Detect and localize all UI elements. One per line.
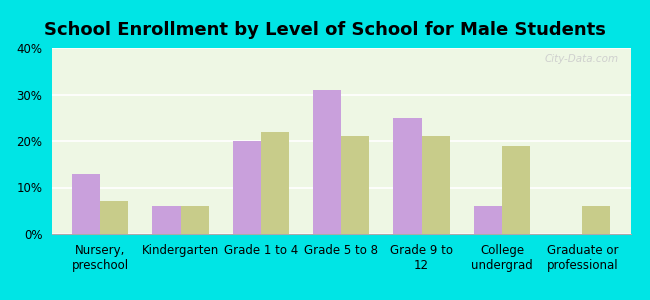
Bar: [474, 206, 502, 234]
Bar: [261, 132, 289, 234]
Bar: [393, 118, 422, 234]
Bar: [100, 202, 128, 234]
Bar: [153, 206, 181, 234]
Text: School Enrollment by Level of School for Male Students: School Enrollment by Level of School for…: [44, 21, 606, 39]
Bar: [313, 90, 341, 234]
Bar: [422, 136, 450, 234]
Bar: [582, 206, 610, 234]
Text: City-Data.com: City-Data.com: [545, 54, 619, 64]
Bar: [233, 141, 261, 234]
Bar: [341, 136, 369, 234]
Bar: [181, 206, 209, 234]
Bar: [502, 146, 530, 234]
Bar: [72, 173, 100, 234]
